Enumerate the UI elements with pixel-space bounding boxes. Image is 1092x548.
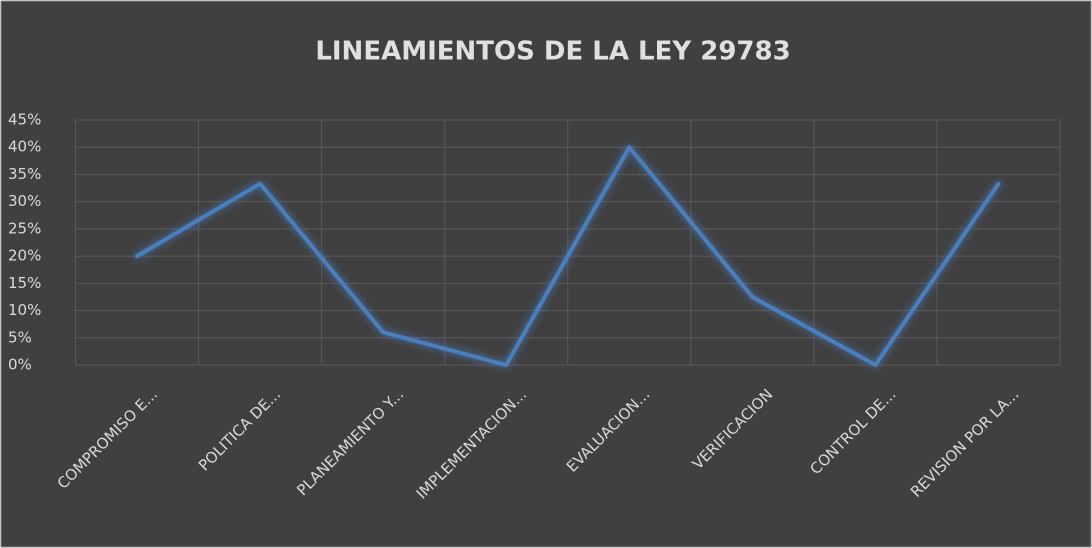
- y-tick-label: 35%: [8, 165, 41, 183]
- y-tick-label: 20%: [8, 247, 41, 265]
- y-tick-label: 5%: [8, 328, 32, 346]
- y-tick-label: 0%: [8, 356, 32, 374]
- y-tick-label: 45%: [8, 111, 41, 129]
- y-tick-label: 25%: [8, 219, 41, 237]
- y-tick-label: 10%: [8, 301, 41, 319]
- y-tick-label: 40%: [8, 138, 41, 156]
- chart-title: LINEAMIENTOS DE LA LEY 29783: [315, 37, 790, 67]
- y-tick-label: 15%: [8, 274, 41, 292]
- line-series: [135, 145, 1001, 367]
- y-tick-label: 30%: [8, 192, 41, 210]
